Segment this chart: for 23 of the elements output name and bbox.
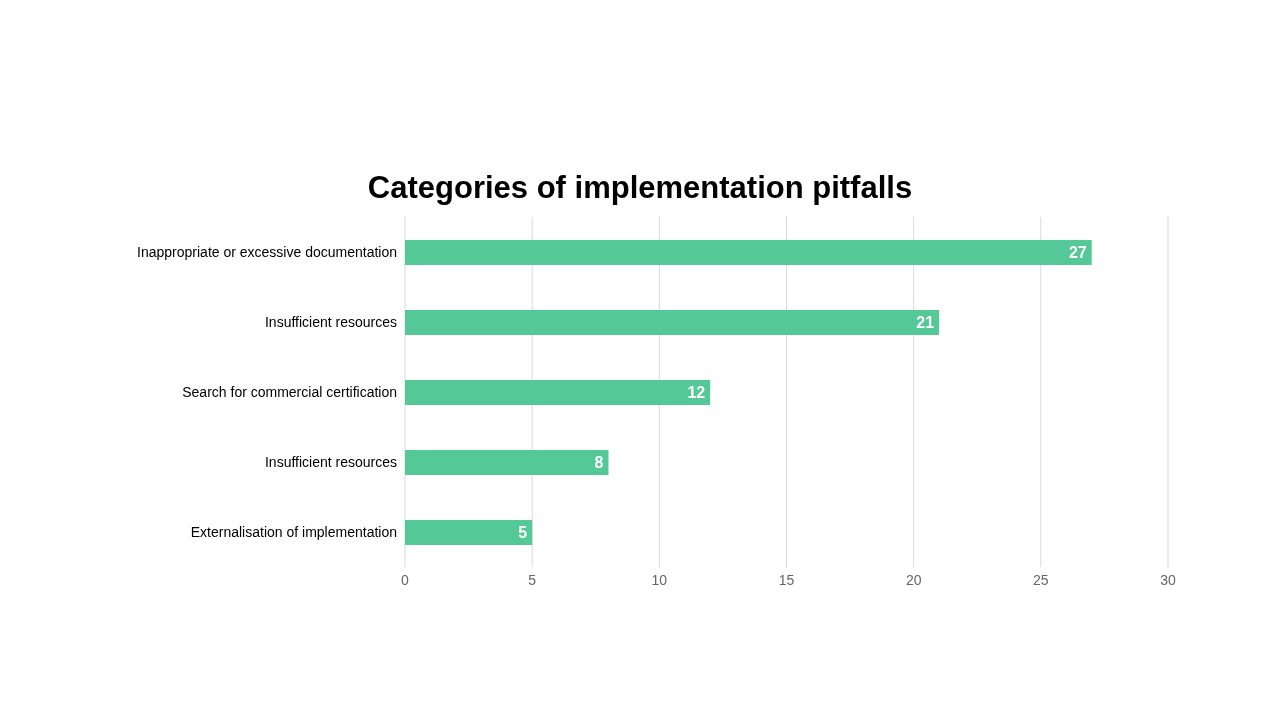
y-tick-label: Externalisation of implementation (190, 523, 397, 540)
bar (405, 450, 609, 475)
y-tick-label: Search for commercial certification (182, 383, 397, 400)
chart-title: Categories of implementation pitfalls (366, 169, 914, 207)
data-label: 27 (1068, 244, 1087, 262)
data-label: 8 (594, 454, 604, 472)
x-tick-label: 30 (1160, 571, 1176, 588)
x-tick-label: 5 (528, 571, 537, 588)
x-tick-label: 0 (401, 571, 410, 588)
bar (405, 240, 1092, 265)
bar (405, 380, 711, 405)
y-tick-label: Inappropriate or excessive documentation (137, 243, 397, 260)
x-tick-label: 10 (651, 571, 668, 588)
x-tick-label: 20 (905, 571, 922, 588)
x-tick-label: 15 (778, 571, 795, 588)
y-tick-label: Insufficient resources (264, 453, 397, 470)
y-tick-label: Insufficient resources (264, 313, 397, 330)
x-tick-label: 25 (1033, 571, 1049, 588)
bar (405, 310, 940, 335)
data-label: 21 (916, 314, 935, 332)
data-label: 5 (518, 524, 528, 542)
bar (405, 520, 533, 545)
data-label: 12 (687, 384, 706, 402)
